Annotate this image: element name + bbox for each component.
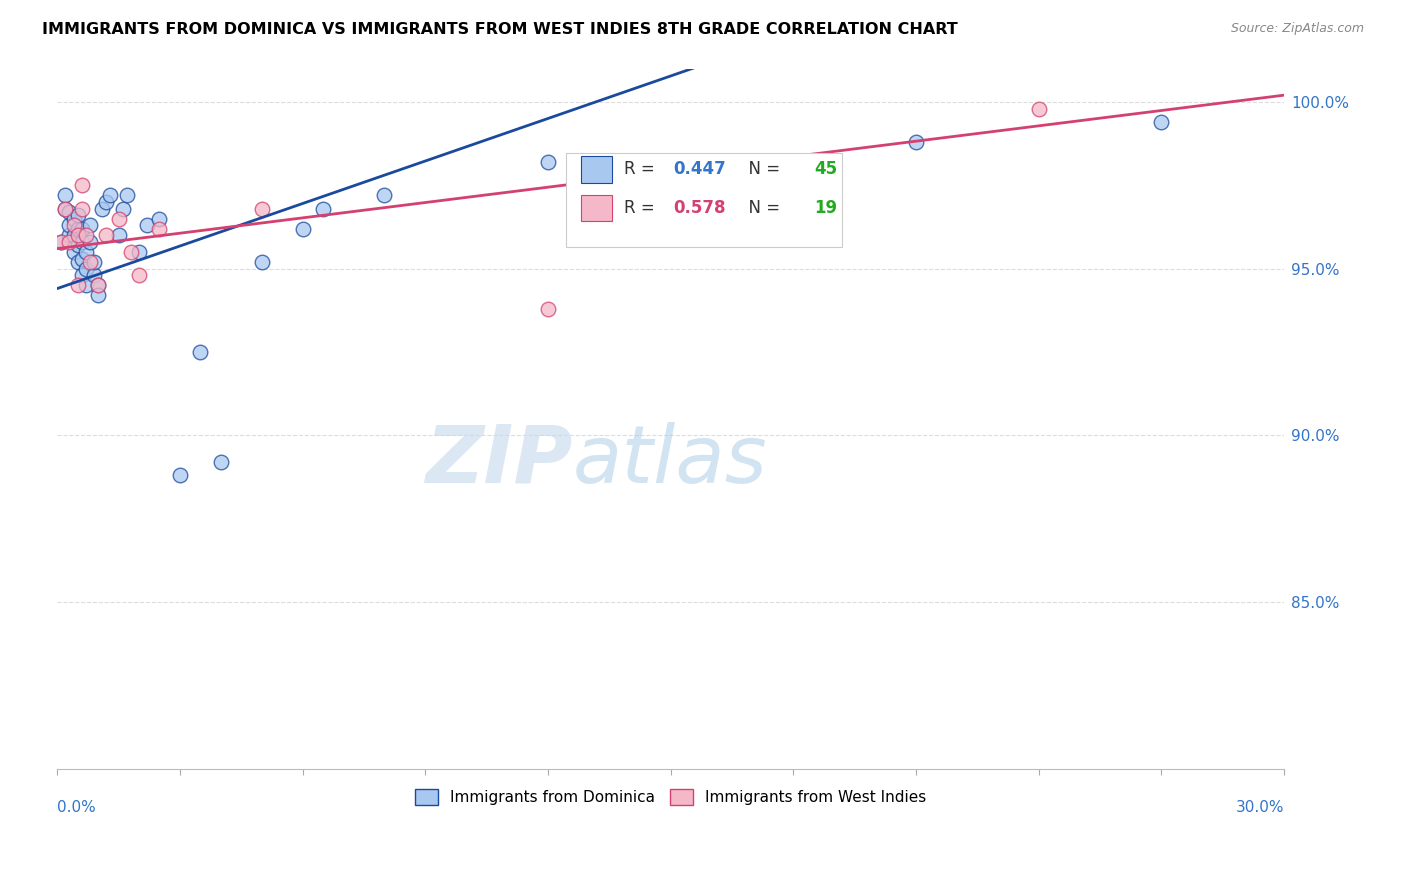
Bar [581,156,612,183]
Point [148,211,170,226]
Point [66,221,89,235]
Text: atlas: atlas [572,422,768,500]
Text: IMMIGRANTS FROM DOMINICA VS IMMIGRANTS FROM WEST INDIES 8TH GRADE CORRELATION CH: IMMIGRANTS FROM DOMINICA VS IMMIGRANTS F… [42,22,957,37]
Point [62,228,84,243]
Text: 19: 19 [814,199,837,217]
Point [53,188,76,202]
Point [188,345,211,359]
Text: 0.447: 0.447 [673,161,725,178]
Point [53,202,76,216]
Point [1028,102,1050,116]
Point [83,255,105,269]
Point [1150,115,1173,129]
Point [75,278,97,293]
Point [79,255,101,269]
Point [250,202,273,216]
Point [136,218,159,232]
Point [53,202,76,216]
Text: R =: R = [624,199,659,217]
Text: Source: ZipAtlas.com: Source: ZipAtlas.com [1230,22,1364,36]
Point [98,188,121,202]
Point [62,218,84,232]
Point [128,244,150,259]
Point [291,221,314,235]
Point [70,252,93,266]
Point [70,202,93,216]
Point [75,228,97,243]
Point [120,244,142,259]
Text: R =: R = [624,161,659,178]
Point [79,218,101,232]
Text: N =: N = [738,161,786,178]
Legend: Immigrants from Dominica, Immigrants from West Indies: Immigrants from Dominica, Immigrants fro… [409,783,932,812]
Point [70,178,93,193]
Point [58,235,80,249]
Point [107,228,129,243]
Point [70,268,93,283]
Point [62,211,84,226]
Point [250,255,273,269]
Point [148,221,170,235]
Bar [581,194,612,221]
Point [96,228,118,243]
Text: 0.0%: 0.0% [58,800,96,815]
Point [115,188,138,202]
Point [58,218,80,232]
Point [51,235,73,249]
Point [87,278,110,293]
Point [169,468,191,483]
Point [66,208,89,222]
Point [66,255,89,269]
Point [66,278,89,293]
Point [58,228,80,243]
Point [87,288,110,302]
Point [83,268,105,283]
Point [75,244,97,259]
Point [904,135,927,149]
Point [58,205,80,219]
Point [70,235,93,249]
Point [70,221,93,235]
Point [209,455,232,469]
Text: 0.578: 0.578 [673,199,725,217]
Text: 30.0%: 30.0% [1236,800,1284,815]
Point [87,278,110,293]
Point [96,194,118,209]
Point [91,202,114,216]
Text: 45: 45 [814,161,837,178]
Point [537,154,560,169]
Point [537,301,560,316]
Point [79,235,101,249]
Point [373,188,395,202]
Point [75,261,97,276]
Point [312,202,335,216]
Point [62,244,84,259]
Text: N =: N = [738,199,786,217]
Point [51,235,73,249]
Point [66,228,89,243]
Point [107,211,129,226]
Point [66,238,89,252]
FancyBboxPatch shape [567,153,842,247]
Text: ZIP: ZIP [425,422,572,500]
Point [111,202,134,216]
Point [128,268,150,283]
